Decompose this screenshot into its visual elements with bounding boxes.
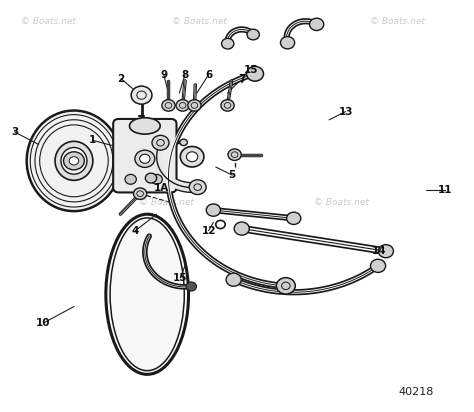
Circle shape [180,146,204,167]
Ellipse shape [61,147,87,174]
Circle shape [186,282,197,291]
Text: 11: 11 [438,185,452,194]
Text: 10: 10 [36,318,50,328]
Text: 15: 15 [173,273,188,283]
Circle shape [287,212,301,225]
Text: 15: 15 [244,66,258,75]
Circle shape [125,174,137,184]
Text: © Boats.net: © Boats.net [139,198,193,207]
Text: 8: 8 [182,70,189,80]
Circle shape [64,152,84,170]
Circle shape [146,173,156,183]
Text: 4: 4 [132,226,139,236]
Circle shape [247,29,259,40]
Ellipse shape [129,118,160,134]
Circle shape [371,259,386,272]
Ellipse shape [140,154,150,163]
FancyBboxPatch shape [113,119,176,192]
Text: 6: 6 [205,70,212,80]
Text: © Boats.net: © Boats.net [172,17,227,26]
Text: 40218: 40218 [399,387,434,397]
Circle shape [186,152,198,162]
Circle shape [131,86,152,104]
Ellipse shape [135,150,155,167]
Circle shape [176,100,189,111]
Circle shape [152,136,169,150]
Circle shape [234,222,249,235]
Text: 5: 5 [228,170,236,180]
Text: © Boats.net: © Boats.net [313,198,368,207]
Text: 3: 3 [11,127,18,137]
Text: 1A: 1A [154,183,169,192]
Circle shape [221,38,234,49]
Text: 12: 12 [201,226,216,236]
Text: 1: 1 [89,135,97,145]
Text: 14: 14 [372,246,386,256]
Circle shape [226,273,241,286]
Circle shape [246,66,264,81]
Text: 13: 13 [338,107,353,117]
Text: © Boats.net: © Boats.net [20,17,75,26]
Circle shape [228,149,241,160]
Circle shape [206,204,220,216]
Circle shape [180,139,187,145]
Circle shape [162,100,175,111]
Circle shape [221,100,234,111]
Circle shape [276,278,295,294]
Text: © Boats.net: © Boats.net [370,17,425,26]
Ellipse shape [106,214,189,375]
Text: 9: 9 [160,70,167,80]
Circle shape [151,174,162,184]
Ellipse shape [27,110,121,211]
Ellipse shape [55,141,93,180]
Circle shape [189,180,206,194]
Circle shape [69,157,79,165]
Text: 7: 7 [238,74,246,84]
Circle shape [310,18,324,30]
Circle shape [281,37,295,49]
Text: 2: 2 [118,74,125,84]
Circle shape [134,188,147,199]
Circle shape [378,245,393,258]
Circle shape [188,100,201,111]
